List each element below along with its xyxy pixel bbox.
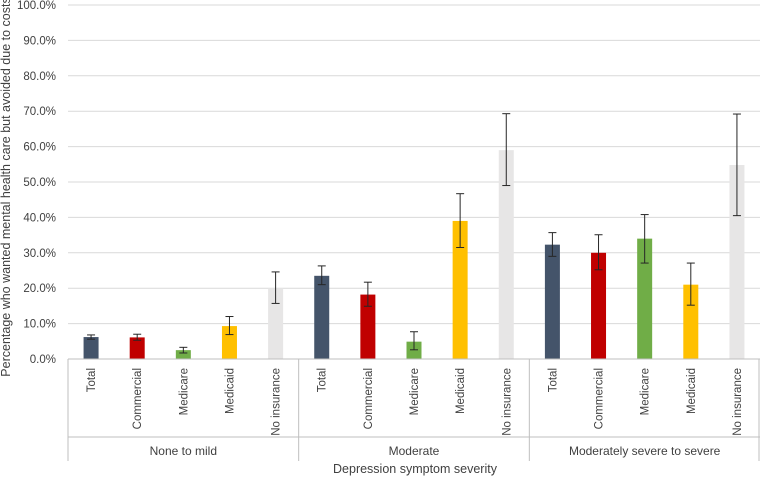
x-category-label: No insurance [271, 368, 283, 436]
y-tick-label: 30.0% [23, 248, 56, 260]
y-axis-title: Percentage who wanted mental health care… [0, 0, 13, 377]
y-tick-label: 100.0% [17, 0, 56, 12]
bar [129, 337, 145, 359]
bar [637, 238, 653, 359]
bar [406, 341, 422, 359]
y-tick-label: 0.0% [30, 354, 56, 366]
x-category-label: Medicaid [686, 368, 698, 414]
x-axis-category-labels: Total Commercial Medicare Medicaid No insura… [86, 368, 744, 436]
x-category-label: Medicare [178, 368, 190, 415]
bar [683, 284, 699, 359]
x-group-label: Moderately severe to severe [569, 444, 721, 458]
bar [83, 337, 99, 359]
y-tick-label: 90.0% [23, 35, 56, 47]
x-category-label: Commercial [363, 368, 375, 429]
bar [498, 150, 514, 359]
x-category-label: Medicaid [455, 368, 467, 414]
error-bars [87, 113, 741, 354]
x-category-label: Medicare [409, 368, 421, 415]
x-category-label: Commercial [132, 368, 144, 429]
bar [360, 294, 376, 359]
y-tick-label: 70.0% [23, 106, 56, 118]
bar [452, 220, 468, 359]
x-category-label: Medicare [640, 368, 652, 415]
y-tick-label: 50.0% [23, 177, 56, 189]
y-tick-label: 10.0% [23, 319, 56, 331]
x-category-label: Total [547, 368, 559, 392]
bar [544, 244, 560, 359]
x-category-label: Total [86, 368, 98, 392]
x-category-label: Total [317, 368, 329, 392]
x-axis-group-labels: None to mild Moderate Moderately severe to… [150, 444, 721, 458]
x-category-label: Medicaid [224, 368, 236, 414]
x-category-label: Commercial [594, 368, 606, 429]
bar [729, 165, 745, 359]
bar [591, 252, 607, 359]
x-axis [67, 358, 760, 461]
bar [314, 275, 330, 359]
bars [83, 150, 745, 359]
x-group-label: None to mild [150, 444, 217, 458]
y-tick-label: 80.0% [23, 71, 56, 83]
x-category-label: No insurance [501, 368, 513, 436]
gridlines [68, 4, 760, 325]
x-group-label: Moderate [389, 444, 440, 458]
x-category-label: No insurance [732, 368, 744, 436]
bar [268, 288, 284, 359]
x-axis-title: Depression symptom severity [333, 462, 498, 476]
y-axis-tick-labels: 0.0% 10.0% 20.0% 30.0% 40.0% 50.0% 60.0% 70.0% 8… [17, 0, 56, 366]
y-tick-label: 20.0% [23, 283, 56, 295]
y-tick-label: 40.0% [23, 212, 56, 224]
bar [175, 350, 191, 359]
y-tick-label: 60.0% [23, 142, 56, 154]
